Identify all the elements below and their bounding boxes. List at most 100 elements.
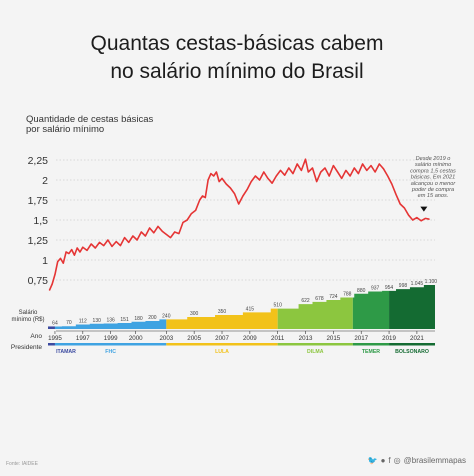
data-point (216, 171, 217, 173)
president-name-itamar: ITAMAR (56, 349, 76, 355)
data-point (199, 199, 201, 201)
data-point (115, 241, 117, 243)
annotation-text: alcançou o menor (411, 181, 457, 187)
salary-value-label: 954 (385, 285, 394, 291)
data-point (178, 233, 180, 235)
chart-title-line-1: Quantas cestas-básicas cabem (90, 32, 384, 55)
x-tick-label: 2015 (326, 335, 340, 342)
source-note: Fonte: IAIDEE (6, 461, 38, 467)
y-tick-label: 1 (42, 255, 48, 267)
x-tick-label: 2017 (354, 335, 368, 342)
annotation-text: em 15 anos. (418, 193, 449, 199)
data-point (267, 178, 269, 179)
salary-value-label: 300 (190, 311, 199, 317)
data-point (111, 246, 113, 247)
salary-area-temer (352, 290, 390, 329)
salary-value-label: 510 (274, 303, 283, 309)
data-point (395, 194, 397, 195)
x-tick-label: 1995 (48, 335, 62, 342)
annotation-text: salário mínimo (415, 162, 451, 168)
salary-value-label: 415 (246, 306, 255, 312)
data-point (292, 173, 294, 175)
social-bar: 🐦 ● f ◎ @brasilemmapas (365, 456, 466, 465)
salary-value-label: 724 (329, 294, 338, 300)
data-point (149, 227, 151, 229)
salary-value-label: 180 (134, 316, 143, 322)
president-name-bolsonaro: BOLSONARO (395, 349, 429, 355)
data-point (71, 249, 73, 251)
president-axis-label: Presidente (11, 344, 42, 351)
data-point (296, 163, 298, 165)
president-bar-lula (166, 343, 278, 346)
salary-area-lula (166, 308, 278, 329)
salary-value-label: 64 (52, 320, 58, 326)
twitter-icon[interactable]: 🐦 (367, 456, 378, 465)
salary-value-label: 70 (66, 320, 72, 326)
data-point (366, 170, 368, 171)
chart-title-line-2: no salário mínimo do Brasil (110, 60, 364, 83)
data-point (132, 235, 134, 237)
data-point (345, 170, 347, 171)
salary-area-dilma (277, 297, 353, 329)
data-point (420, 220, 422, 222)
data-point (399, 203, 401, 205)
data-point (374, 171, 376, 173)
data-point (300, 170, 302, 171)
data-point (316, 181, 318, 183)
data-point (271, 182, 273, 184)
data-point (157, 226, 159, 227)
salary-value-label: 678 (315, 296, 324, 302)
salary-area-fhc (54, 319, 167, 329)
data-point (202, 195, 203, 197)
salary-area-bolsonaro (389, 285, 435, 329)
data-point (54, 274, 56, 275)
reddit-icon[interactable]: ● (380, 456, 386, 465)
data-point (225, 183, 227, 185)
annotation-text: compra 1,5 cestas (410, 168, 456, 174)
x-tick-label: 2013 (299, 335, 313, 342)
president-bar-itamar (48, 343, 55, 346)
handle-text[interactable]: @brasilemmapas (403, 456, 466, 465)
data-point (280, 170, 281, 171)
x-tick-label: 2003 (159, 335, 173, 342)
data-point (370, 165, 372, 167)
y-tick-label: 2,25 (28, 155, 49, 167)
salary-area-itamar (48, 326, 55, 329)
chart-title: Quantas cestas-básicas cabem no salário … (0, 30, 474, 86)
data-point (238, 203, 240, 205)
president-name-fhc: FHC (105, 349, 116, 355)
data-point (242, 195, 244, 197)
data-point (136, 239, 138, 241)
data-point (94, 247, 96, 249)
president-bar-dilma (277, 343, 353, 346)
data-point (60, 258, 61, 259)
data-point (328, 175, 330, 177)
data-point (305, 158, 306, 160)
salary-value-label: 240 (162, 313, 171, 319)
instagram-icon[interactable]: ◎ (393, 456, 401, 465)
data-point (391, 183, 393, 185)
salary-value-label: 200 (148, 315, 157, 321)
y-tick-label: 1,75 (28, 195, 49, 207)
data-point (48, 290, 50, 291)
salary-axis-label: Salário (19, 310, 38, 316)
x-tick-label: 2021 (410, 335, 424, 342)
annotation-text: Desde 2019 o (416, 156, 451, 162)
data-point (204, 197, 206, 199)
data-point (358, 173, 359, 175)
x-tick-label: 2011 (271, 335, 285, 342)
facebook-icon[interactable]: f (388, 456, 391, 465)
data-point (275, 175, 277, 177)
data-point (186, 219, 188, 221)
data-point (221, 178, 223, 179)
y-tick-label: 1,25 (28, 235, 49, 247)
data-point (82, 246, 84, 248)
annotation-marker (420, 206, 428, 212)
data-point (182, 222, 184, 223)
data-point (263, 171, 265, 173)
salary-value-label: 1.100 (425, 279, 438, 285)
x-tick-label: 2007 (215, 335, 229, 342)
data-point (124, 237, 125, 239)
series-line (48, 158, 430, 291)
data-point (190, 213, 192, 215)
